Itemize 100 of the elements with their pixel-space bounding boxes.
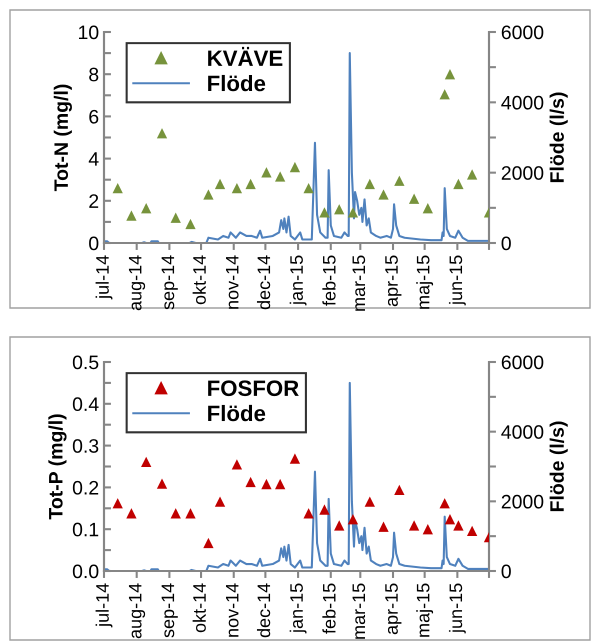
legend-label: Flöde [208,74,266,92]
point [214,496,226,507]
x-tick-label: aug-14 [128,583,146,638]
y-tick-label: 0.1 [72,522,98,536]
y-tick-label: 8 [89,68,98,82]
point [394,176,404,186]
x-tick-label: nov-14 [226,583,239,637]
x-tick-label: jul-14 [96,583,112,628]
point [466,169,478,180]
point [170,212,181,223]
y-tick-label: 0.3 [72,439,98,453]
x-tick-label: aug-14 [128,255,146,310]
x-tick-label: okt-14 [192,255,206,304]
y2-tick-label: 2000 [502,166,544,180]
point [203,189,214,200]
y-tick-label: 2 [89,194,98,208]
point [408,194,420,204]
point [348,207,358,218]
x-tick-label: jan-15 [290,256,306,306]
point [453,520,464,531]
point [232,459,242,470]
x-tick-label: apr-15 [385,256,402,306]
point [378,522,389,532]
y2-tick-label: 4000 [501,425,544,439]
x-tick-label: maj-15 [416,256,434,309]
x-tick-label: nov-14 [226,255,239,309]
point [364,496,375,507]
point [290,162,300,172]
y-tick-label: 6 [89,110,98,124]
x-tick-label: jun-15 [448,584,466,634]
point [245,178,256,190]
point [440,498,450,508]
point [141,203,152,214]
y-tick-label: 4 [88,152,99,166]
y-axis-title: Tot-P (mg/l) [48,414,67,520]
y2-tick-label: 0 [502,236,511,250]
y2-axis-title: Flöde (l/s) [550,92,568,182]
point [141,456,152,468]
y2-tick-label: 6000 [502,25,544,40]
x-tick-label: apr-15 [385,584,402,634]
point [422,524,433,534]
x-tick-label: dec-14 [256,255,270,310]
point [394,484,404,496]
y2-axis-title: Flöde (l/s) [550,422,568,512]
point [185,508,196,518]
y2-tick-label: 4000 [501,96,544,110]
y2-tick-label: 0 [502,564,511,578]
point [112,498,123,508]
x-tick-label: feb-15 [322,256,336,306]
x-tick-label: jun-15 [448,256,466,306]
x-tick-label: maj-15 [416,584,434,637]
y-tick-label: 0 [89,236,98,250]
point [203,538,214,548]
legend-label: FOSFOR [208,380,299,396]
point [303,508,314,518]
x-tick-label: jan-15 [290,584,306,634]
point [156,478,168,489]
x-tick-label: okt-14 [192,583,206,632]
point [261,167,272,178]
point [348,514,358,524]
y-tick-label: 0.5 [72,355,98,370]
point [261,478,272,490]
legend-label: KVÄVE [208,46,282,66]
y-tick-label: 10 [78,25,98,40]
point [290,453,300,464]
point [126,210,137,221]
point [364,178,375,190]
y2-tick-label: 2000 [502,494,544,509]
point [408,520,420,531]
point [245,476,256,488]
x-tick-label: jul-14 [96,255,112,300]
point [214,178,226,190]
y-tick-label: 0.2 [72,480,98,495]
point [275,171,286,182]
x-tick-label: mar-15 [352,256,366,311]
y-tick-label: 0.4 [72,397,99,412]
x-tick-label: feb-15 [322,584,336,634]
y-tick-label: 0.0 [72,564,98,578]
y2-tick-label: 6000 [502,355,544,370]
point [444,514,456,524]
point [440,89,450,100]
point [466,526,478,536]
point [319,504,330,515]
point [453,178,464,190]
point [112,182,123,194]
point [170,508,181,518]
point [334,520,344,531]
x-tick-label: mar-15 [352,584,366,639]
y-axis-title: Tot-N (mg/l) [54,84,72,192]
point [303,182,314,194]
x-tick-label: dec-14 [256,583,270,638]
point [319,207,330,218]
point [334,204,344,214]
x-tick-label: sep-14 [162,583,178,638]
point [444,69,456,80]
point [126,508,137,518]
point [378,189,389,200]
point [275,478,286,490]
point [156,128,168,138]
legend-label: Flöde [208,404,266,422]
